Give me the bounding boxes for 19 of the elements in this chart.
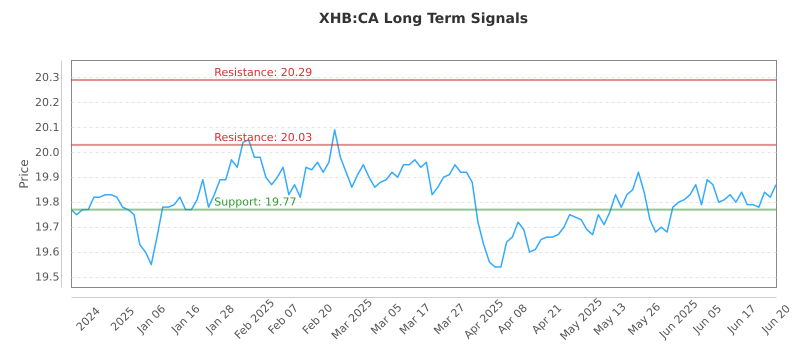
y-tick-label: 19.9 — [35, 170, 60, 184]
y-tick-label: 20.0 — [35, 146, 60, 159]
y-tick-label: 19.7 — [35, 220, 60, 234]
x-tick-label: Jan 06 — [134, 302, 168, 337]
line-series — [71, 129, 776, 268]
chart-title: XHB:CA Long Term Signals — [318, 11, 528, 27]
ref-line-label: Support: 19.77 — [214, 196, 296, 209]
y-tick-label: 19.5 — [35, 270, 60, 284]
y-tick-label: 19.8 — [35, 196, 60, 209]
y-axis-title: Price — [17, 159, 32, 189]
y-tick-label: 20.3 — [35, 70, 60, 84]
ref-line-label: Resistance: 20.29 — [214, 66, 312, 79]
x-tick-label: Jun 17 — [724, 302, 759, 337]
x-tick-label: Jun 20 — [758, 302, 794, 337]
ref-line-label: Resistance: 20.03 — [214, 130, 312, 144]
x-tick-label: Jan 16 — [168, 302, 203, 337]
y-tick-label: 20.1 — [35, 120, 60, 134]
y-tick-label: 20.2 — [35, 96, 60, 109]
y-tick-label: 19.6 — [35, 246, 60, 259]
